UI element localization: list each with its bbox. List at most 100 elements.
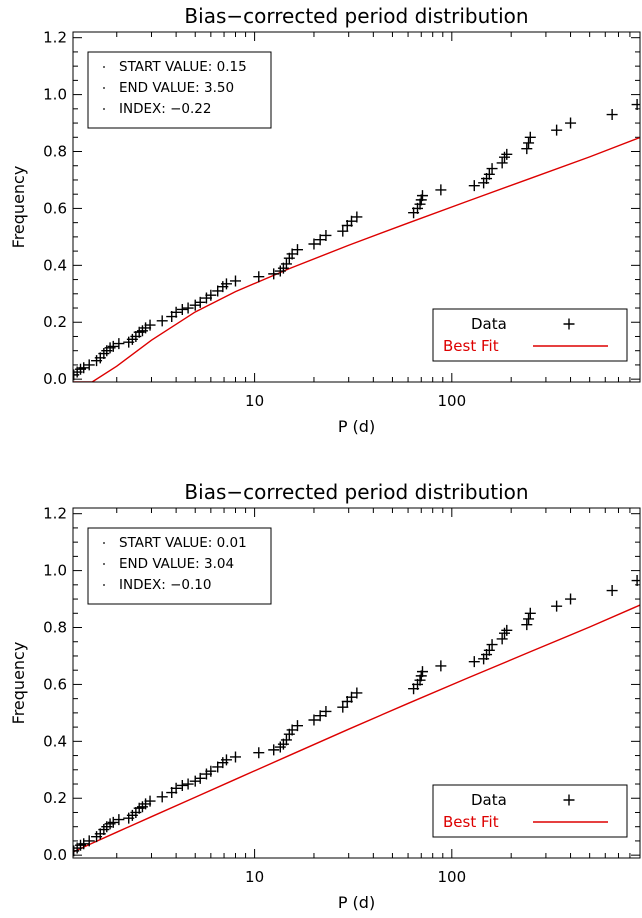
chart-1: Bias−corrected period distribution P (d) F… <box>9 4 641 436</box>
legend-label-data: Data <box>471 791 507 809</box>
data-point <box>565 593 577 605</box>
data-point <box>320 705 332 717</box>
data-point <box>98 824 110 836</box>
annotation-bullet <box>103 66 105 68</box>
data-point <box>280 734 292 746</box>
data-point <box>308 238 320 250</box>
data-point <box>170 782 182 794</box>
y-tick-label: 0.4 <box>43 256 67 274</box>
y-tick-label: 0.6 <box>43 199 67 217</box>
x-axis-label: P (d) <box>338 893 375 912</box>
data-point <box>551 124 563 136</box>
data-point <box>351 687 363 699</box>
data-point <box>200 768 212 780</box>
data-point <box>182 302 194 314</box>
plot-frame <box>72 507 641 859</box>
y-axis-label: Frequency <box>9 642 28 725</box>
annotation-line: END VALUE: 3.50 <box>119 80 234 96</box>
x-tick-label: 10 <box>245 868 264 886</box>
data-point <box>170 306 182 318</box>
data-point <box>521 143 533 155</box>
data-point <box>468 656 480 668</box>
y-tick-label: 0.8 <box>43 619 67 637</box>
data-point <box>524 607 536 619</box>
data-point <box>435 184 447 196</box>
chart-title: Bias−corrected period distribution <box>184 480 528 504</box>
annotation-bullet <box>103 584 105 586</box>
data-point <box>291 720 303 732</box>
x-tick-label: 10 <box>245 392 264 410</box>
data-point <box>78 362 90 374</box>
data-point <box>113 814 125 826</box>
data-point <box>496 633 508 645</box>
data-point <box>521 619 533 631</box>
data-point <box>468 180 480 192</box>
best-fit-line <box>73 604 640 853</box>
data-point <box>107 340 119 352</box>
data-point <box>78 838 90 850</box>
annotation-bullet <box>103 542 105 544</box>
data-point <box>205 765 217 777</box>
y-tick-label: 0.0 <box>43 846 67 864</box>
chart-2: Bias−corrected period distribution P (d) F… <box>9 480 641 912</box>
annotation-bullet <box>103 108 105 110</box>
data-point <box>229 275 241 287</box>
data-point <box>565 117 577 129</box>
x-axis-label: P (d) <box>338 417 375 436</box>
legend-marker-data <box>563 318 575 330</box>
data-point <box>194 772 206 784</box>
legend-label-fit: Best Fit <box>443 337 499 355</box>
data-point <box>501 148 513 160</box>
data-point <box>291 244 303 256</box>
data-point <box>156 791 168 803</box>
annotation-bullet <box>103 563 105 565</box>
y-tick-label: 0.2 <box>43 313 67 331</box>
data-point <box>200 292 212 304</box>
data-point <box>83 835 95 847</box>
y-tick-label: 1.0 <box>43 562 67 580</box>
data-point <box>140 322 152 334</box>
annotation-line: END VALUE: 3.04 <box>119 556 234 572</box>
data-point <box>337 225 349 237</box>
chart-title: Bias−corrected period distribution <box>184 4 528 28</box>
data-point <box>483 644 495 656</box>
plot-frame <box>72 31 641 383</box>
data-point <box>280 258 292 270</box>
data-point <box>253 271 265 283</box>
data-point <box>416 666 428 678</box>
annotation-box <box>87 527 272 605</box>
data-point <box>176 779 188 791</box>
data-point <box>189 775 201 787</box>
data-point <box>523 613 535 625</box>
data-point <box>140 798 152 810</box>
data-point <box>268 268 280 280</box>
data-point <box>268 744 280 756</box>
data-point <box>631 575 640 587</box>
annotation-bullet <box>103 87 105 89</box>
annotation-line: INDEX: −0.10 <box>119 577 211 593</box>
annotation-line: INDEX: −0.22 <box>119 101 211 117</box>
y-tick-label: 0.0 <box>43 370 67 388</box>
data-point <box>220 278 232 290</box>
data-point <box>486 639 498 651</box>
data-point <box>308 714 320 726</box>
data-point <box>499 151 511 163</box>
y-tick-label: 1.2 <box>43 505 67 523</box>
annotation-box <box>87 51 272 129</box>
data-point <box>351 211 363 223</box>
data-point <box>156 315 168 327</box>
data-point <box>189 299 201 311</box>
data-point <box>314 710 326 722</box>
x-tick-label: 100 <box>437 392 466 410</box>
data-point <box>496 157 508 169</box>
annotation-line: START VALUE: 0.01 <box>119 535 247 551</box>
data-point <box>606 109 618 121</box>
data-point <box>98 348 110 360</box>
data-point <box>274 741 286 753</box>
y-axis-label: Frequency <box>9 166 28 249</box>
y-tick-label: 1.2 <box>43 29 67 47</box>
best-fit-line <box>73 136 640 382</box>
data-point <box>253 747 265 759</box>
data-point <box>314 234 326 246</box>
data-point <box>107 816 119 828</box>
